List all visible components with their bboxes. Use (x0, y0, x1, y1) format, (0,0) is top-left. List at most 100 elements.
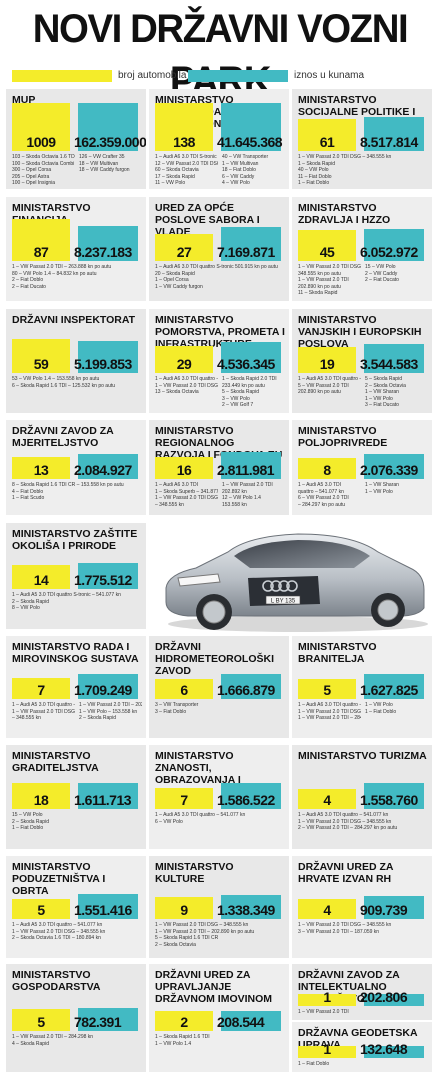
vehicle-line: 1 – VW Passat 2.0 TDI DSG (155, 495, 218, 501)
vehicle-line: 1 – VW Passat 2.0 TDI – 284.297 kn (298, 715, 361, 721)
ministry-card: MINISTARSTVO ZDRAVLJA I HZZO 45 6.052.972 1… (292, 197, 432, 301)
amount-bar (221, 1011, 281, 1031)
vehicle-line: 1 – Fiat Doblo (298, 1061, 330, 1067)
count-bar (155, 234, 213, 261)
vehicle-line: 17 – Škoda Rapid (155, 173, 195, 180)
vehicle-list: 1 – VW Passat 2.0 TDI DSG – 348.555 kn 3 … (298, 922, 428, 935)
vehicle-line: 202.890 kn po autu (298, 389, 341, 395)
vehicle-list: 1 – Audi A6 3.0 TDI quattro – 541.077 kn… (155, 376, 285, 409)
car-count: 5 (37, 1014, 45, 1030)
license-plate: L BY 135 (271, 599, 296, 605)
vehicle-line: 11 – VW Polo (155, 180, 186, 186)
vehicle-line: 1 – VW Passat 2.0 TDI DSG – 348.555 kn (298, 154, 392, 160)
count-bar (298, 347, 356, 373)
amount-value: 208.544 (217, 1014, 265, 1030)
vehicle-list: 1 – VW Passat 2.0 TDI DSG – 348.555 kn 1 … (155, 922, 285, 948)
vehicle-list: 8 – Škoda Rapid 1.6 TDI CR – 153.558 kn … (12, 482, 142, 502)
vehicle-line: 4 – Fiat Doblo (12, 488, 44, 495)
ministry-name: MINISTARSTVO GOSPODARSTVA (12, 969, 101, 993)
vehicle-line: 4 – VW Polo (222, 180, 250, 186)
vehicle-line: 11 – Fiat Doblo (298, 173, 332, 180)
vehicle-line: 1 – Audi A6 3.0 TDI S-tronic (155, 154, 217, 160)
ministry-name: URED ZA OPĆE POSLOVE SABORA I VLADE (155, 202, 260, 238)
count-bar (298, 119, 356, 151)
count-bar (155, 457, 213, 479)
vehicle-line: 126 – VW Crafter 35 (79, 154, 125, 160)
vehicle-line: – 348.555 kn (155, 501, 184, 508)
vehicle-line: 5 – Škoda Rapid (365, 376, 402, 382)
vehicle-line: 205 – Opel Astra (12, 173, 50, 180)
vehicle-line: 1 – Audi A6 3.0 TDI quattro – 541.077 kn (155, 376, 218, 382)
vehicle-line: 1 – VW Passat 2.0 TDI DSG – 348.555 kn (298, 818, 392, 825)
ministry-card: DRŽAVNI URED ZA UPRAVLJANJE DRŽAVNOM IMO… (149, 964, 289, 1072)
ministry-name: DRŽAVNI ZAVOD ZA MJERITELJSTVO (12, 425, 114, 449)
amount-value: 1.775.512 (74, 572, 132, 588)
amount-bar (364, 229, 424, 261)
count-bar (12, 219, 70, 261)
amount-value: 8.237.183 (74, 244, 132, 260)
ministry-name: MINISTARSTVO REGIONALNOG RAZVOJA I FONDO… (155, 425, 283, 461)
vehicle-line: 103 – Škoda Octavia 1.6 TDI (12, 154, 75, 160)
vehicle-line: 4 – Škoda Rapid (12, 1040, 49, 1047)
vehicle-line: – 284.297 kn po autu (298, 501, 345, 508)
vehicle-line: 5 – VW Passat 2.0 TDI (298, 382, 349, 389)
vehicle-line: 1 – VW Polo – 153.558 kn (79, 708, 138, 715)
amount-bar (78, 341, 138, 373)
count-bar (298, 1046, 356, 1058)
car-count: 87 (33, 244, 49, 260)
ministry-card: MUP 1009 162.359.000 103 – Škoda Octavia 1.… (6, 89, 146, 189)
vehicle-line: 1 – Škoda Rapid (298, 160, 335, 167)
count-bar (155, 679, 213, 699)
vehicle-line: 1 – Fiat Scudo (12, 495, 45, 501)
vehicle-list: 103 – Škoda Octavia 1.6 TDI 100 – Škoda O… (12, 154, 142, 187)
amount-bar (78, 563, 138, 589)
vehicle-line: 80 – VW Polo 1.4 – 84.832 kn po autu (12, 270, 97, 277)
car-count: 45 (319, 244, 335, 260)
vehicle-line: 1 – Škoda Rapid 1.6 TDI (155, 1034, 210, 1040)
vehicle-line: 2 – Škoda Octavia (155, 941, 196, 948)
vehicle-line: 1 – VW Passat 2.0 TDI – 202.890 kn po au… (79, 702, 142, 708)
ministry-card: MINISTARSTVO PODUZETNIŠTVA I OBRTA 5 1.551… (6, 856, 146, 958)
amount-bar (221, 895, 281, 919)
count-bar (155, 103, 213, 151)
vehicle-line: 15 – VW Polo (365, 264, 396, 270)
amount-bar (78, 103, 138, 151)
amount-value: 1.666.879 (217, 682, 275, 698)
ministry-card: MINISTARSTVO REGIONALNOG RAZVOJA I FONDO… (149, 420, 289, 515)
vehicle-line: 3 – Fiat Ducato (365, 402, 399, 408)
car-count: 5 (323, 682, 331, 698)
vehicle-line: 1 – Audi A5 3.0 TDI quattro – 541.077 kn (12, 702, 75, 708)
vehicle-line: 1 – VW Passat 2.0 TDI DSG (12, 708, 75, 715)
vehicle-line: 1 – VW Multivan (222, 160, 259, 167)
vehicle-line: 348.555 kn po autu (298, 270, 341, 277)
vehicle-line: 2 – Fiat Ducato (365, 277, 399, 283)
vehicle-line: 1 – Fiat Doblo (365, 708, 397, 715)
car-count: 5 (37, 902, 45, 918)
car-count: 13 (33, 462, 49, 478)
count-bar (298, 994, 356, 1006)
count-bar (155, 788, 213, 809)
car-count: 6 (180, 682, 188, 698)
vehicle-list: 3 – VW Transporter 3 – Fiat Doblo (155, 702, 285, 715)
vehicle-line: 1 – Škoda Rapid 2.0 TDI (222, 376, 277, 382)
vehicle-line: 1 – Audi A5 3.0 TDI quattro – 541.077 kn (298, 812, 389, 818)
vehicle-line: 1 – Audi A6 3.0 TDI quattro S-tronic 501… (155, 264, 278, 270)
car-count: 14 (33, 572, 49, 588)
vehicle-line: 15 – VW Polo (12, 812, 43, 818)
vehicle-line: 1 – Fiat Doblo (298, 180, 330, 186)
vehicle-line: 1 – Opel Corsa (155, 277, 189, 283)
vehicle-line: 1 – VW Polo 1.4 (155, 1040, 192, 1047)
amount-value: 5.199.853 (74, 356, 132, 372)
vehicle-line: 202.892 kn (222, 488, 247, 495)
vehicle-list: 1 – Audi A5 3.0 TDI quattro – 541.077 kn… (12, 922, 142, 942)
vehicle-line: – 348.555 kn (12, 715, 41, 721)
count-bar (12, 565, 70, 589)
amount-value: 1.709.249 (74, 682, 132, 698)
vehicle-line: 2 – VW Golf 7 (222, 402, 254, 408)
legend: broj automobila iznos u kunama (12, 70, 432, 84)
amount-value: 1.586.522 (217, 792, 275, 808)
car-count: 59 (33, 356, 49, 372)
count-bar (298, 789, 356, 809)
count-bar (12, 103, 70, 151)
amount-bar (364, 896, 424, 919)
